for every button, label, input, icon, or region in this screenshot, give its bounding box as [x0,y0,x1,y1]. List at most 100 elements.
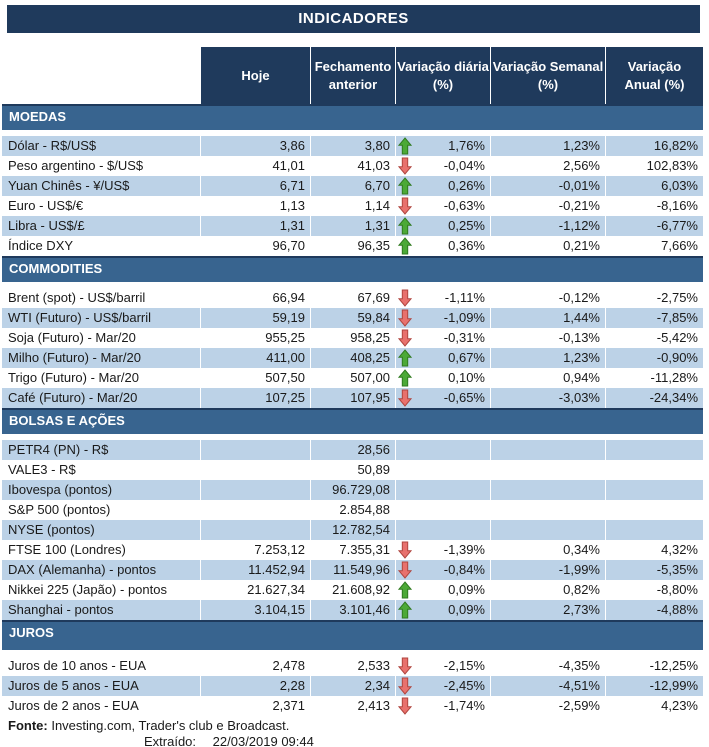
variacao-diaria-text: -1,74% [443,698,485,713]
value-variacao-semanal: 1,44% [490,308,605,328]
variacao-diaria-text: -1,11% [444,290,485,305]
variacao-diaria-text: 0,25% [448,218,485,233]
value-fechamento-anterior: 2,413 [310,696,395,716]
value-variacao-anual: -8,80% [605,580,703,600]
row-label: DAX (Alemanha) - pontos [2,560,200,580]
value-fechamento-anterior: 1,14 [310,196,395,216]
trend-down-icon [398,329,412,347]
table-row: Soja (Futuro) - Mar/20 955,25 958,25 -0,… [2,328,703,348]
row-label: Brent (spot) - US$/barril [2,288,200,308]
value-variacao-anual: -8,16% [605,196,703,216]
value-fechamento-anterior: 6,70 [310,176,395,196]
value-fechamento-anterior: 96,35 [310,236,395,256]
value-fechamento-anterior: 3.101,46 [310,600,395,620]
value-variacao-diaria [395,440,490,460]
value-variacao-anual: -7,85% [605,308,703,328]
trend-up-icon [398,217,412,235]
row-label: VALE3 - R$ [2,460,200,480]
section: MOEDAS Dólar - R$/US$ 3,86 3,80 1,76% 1,… [2,104,703,256]
value-variacao-semanal [490,440,605,460]
value-hoje [200,460,310,480]
value-hoje: 59,19 [200,308,310,328]
value-variacao-diaria: 0,67% [395,348,490,368]
extracted-timestamp: 22/03/2019 09:44 [212,734,314,747]
value-hoje: 2,28 [200,676,310,696]
value-variacao-diaria: 1,76% [395,136,490,156]
value-variacao-anual [605,480,703,500]
value-variacao-diaria: 0,10% [395,368,490,388]
value-hoje: 107,25 [200,388,310,408]
value-hoje: 11.452,94 [200,560,310,580]
value-variacao-semanal: -1,99% [490,560,605,580]
value-variacao-diaria: -1,74% [395,696,490,716]
value-variacao-diaria: -1,11% [395,288,490,308]
variacao-diaria-text: -0,84% [443,562,485,577]
value-fechamento-anterior: 41,03 [310,156,395,176]
row-label: Juros de 2 anos - EUA [2,696,200,716]
table-row: FTSE 100 (Londres) 7.253,12 7.355,31 -1,… [2,540,703,560]
section: BOLSAS E AÇÕES PETR4 (PN) - R$ 28,56 VAL… [2,408,703,620]
trend-down-icon [398,561,412,579]
value-variacao-anual: -24,34% [605,388,703,408]
value-hoje: 2,371 [200,696,310,716]
variacao-diaria-text: 0,10% [448,370,485,385]
value-hoje: 41,01 [200,156,310,176]
table-row: S&P 500 (pontos) 2.854,88 [2,500,703,520]
source-label: Fonte: [8,718,48,733]
section-header: JUROS [2,620,703,650]
page-title: INDICADORES [7,5,700,33]
value-fechamento-anterior: 59,84 [310,308,395,328]
variacao-diaria-text: 0,09% [448,582,485,597]
table-row: WTI (Futuro) - US$/barril 59,19 59,84 -1… [2,308,703,328]
value-fechamento-anterior: 2.854,88 [310,500,395,520]
value-fechamento-anterior: 408,25 [310,348,395,368]
value-hoje [200,480,310,500]
row-label: FTSE 100 (Londres) [2,540,200,560]
value-variacao-semanal: 1,23% [490,136,605,156]
value-hoje: 1,13 [200,196,310,216]
value-variacao-anual: 16,82% [605,136,703,156]
table-row: Yuan Chinês - ¥/US$ 6,71 6,70 0,26% -0,0… [2,176,703,196]
extracted-line: Extraído: 22/03/2019 09:44 [2,734,709,747]
column-header: Variação diária (%) [395,47,490,104]
value-fechamento-anterior: 1,31 [310,216,395,236]
value-fechamento-anterior: 21.608,92 [310,580,395,600]
value-variacao-semanal: -4,35% [490,656,605,676]
indicators-table: Hoje Fechamento anterior Variação diária (… [2,47,703,716]
value-variacao-semanal: 0,34% [490,540,605,560]
value-hoje: 6,71 [200,176,310,196]
table-row: NYSE (pontos) 12.782,54 [2,520,703,540]
row-label: S&P 500 (pontos) [2,500,200,520]
value-variacao-diaria: -0,31% [395,328,490,348]
section-header: MOEDAS [2,104,703,130]
value-hoje: 955,25 [200,328,310,348]
value-variacao-anual: -5,42% [605,328,703,348]
value-variacao-semanal [490,520,605,540]
value-variacao-diaria [395,480,490,500]
section: JUROS Juros de 10 anos - EUA 2,478 2,533… [2,620,703,716]
value-variacao-semanal [490,480,605,500]
trend-down-icon [398,197,412,215]
column-header: Variação Anual (%) [605,47,703,104]
table-row: Dólar - R$/US$ 3,86 3,80 1,76% 1,23% 16,… [2,136,703,156]
value-variacao-semanal [490,460,605,480]
value-hoje: 2,478 [200,656,310,676]
value-variacao-diaria: 0,26% [395,176,490,196]
variacao-diaria-text: 1,76% [448,138,485,153]
table-row: VALE3 - R$ 50,89 [2,460,703,480]
row-label: Soja (Futuro) - Mar/20 [2,328,200,348]
value-variacao-semanal: -0,21% [490,196,605,216]
row-label: WTI (Futuro) - US$/barril [2,308,200,328]
value-fechamento-anterior: 7.355,31 [310,540,395,560]
variacao-diaria-text: -1,09% [443,310,485,325]
trend-down-icon [398,309,412,327]
table-row: Brent (spot) - US$/barril 66,94 67,69 -1… [2,288,703,308]
value-variacao-semanal: 0,82% [490,580,605,600]
value-variacao-diaria: -0,65% [395,388,490,408]
variacao-diaria-text: -0,63% [443,198,485,213]
table-row: Índice DXY 96,70 96,35 0,36% 0,21% 7,66% [2,236,703,256]
value-variacao-semanal: 0,94% [490,368,605,388]
trend-down-icon [398,657,412,675]
value-variacao-diaria: -1,39% [395,540,490,560]
column-header: Variação Semanal (%) [490,47,605,104]
